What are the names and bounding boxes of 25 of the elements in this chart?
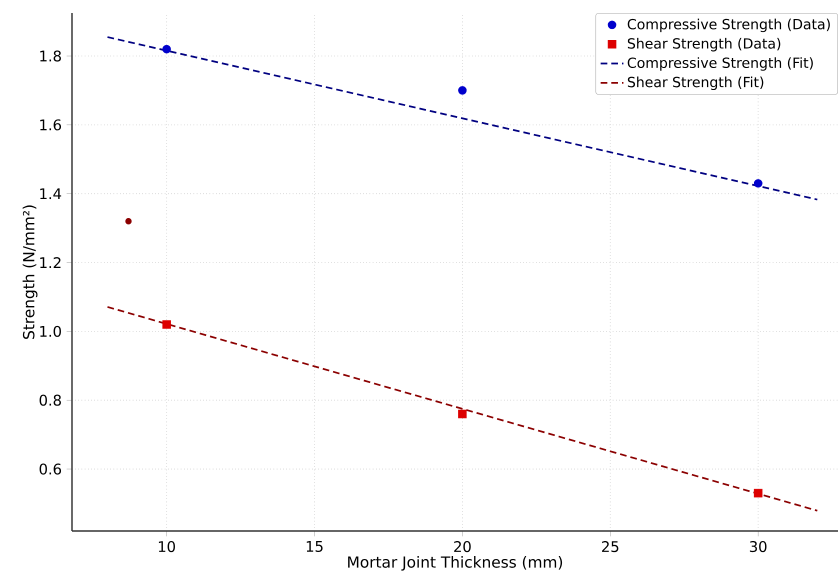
y-tick-label: 1.6 xyxy=(40,119,62,130)
x-tick-label: 15 xyxy=(306,541,323,552)
x-tick-label: 20 xyxy=(454,541,471,552)
y-tick-label: 1.0 xyxy=(40,326,61,337)
y-tick-label: 1.4 xyxy=(40,188,62,200)
point xyxy=(125,218,132,224)
y-axis-title: Strength (N/mm²) xyxy=(22,205,38,339)
point xyxy=(754,488,762,498)
y-tick-label: 1.2 xyxy=(40,257,60,268)
x-tick-label: 25 xyxy=(602,541,618,552)
point xyxy=(458,410,467,418)
x-tick-label: 10 xyxy=(158,541,175,552)
legend-label: Compressive Strength (Data) xyxy=(628,18,830,32)
x-tick-label: 30 xyxy=(750,541,766,552)
legend-label: Shear Strength (Fit) xyxy=(628,76,764,90)
point xyxy=(754,179,762,188)
point xyxy=(162,320,171,329)
y-tick-label: 0.6 xyxy=(40,464,62,475)
point xyxy=(162,44,171,54)
x-axis-title: Mortar Joint Thickness (mm) xyxy=(348,556,562,571)
y-tick-label: 0.8 xyxy=(40,394,61,406)
legend-label: Shear Strength (Data) xyxy=(628,38,780,52)
point xyxy=(458,86,467,95)
y-tick-label: 1.8 xyxy=(40,50,61,62)
legend-label: Compressive Strength (Fit) xyxy=(628,57,813,71)
